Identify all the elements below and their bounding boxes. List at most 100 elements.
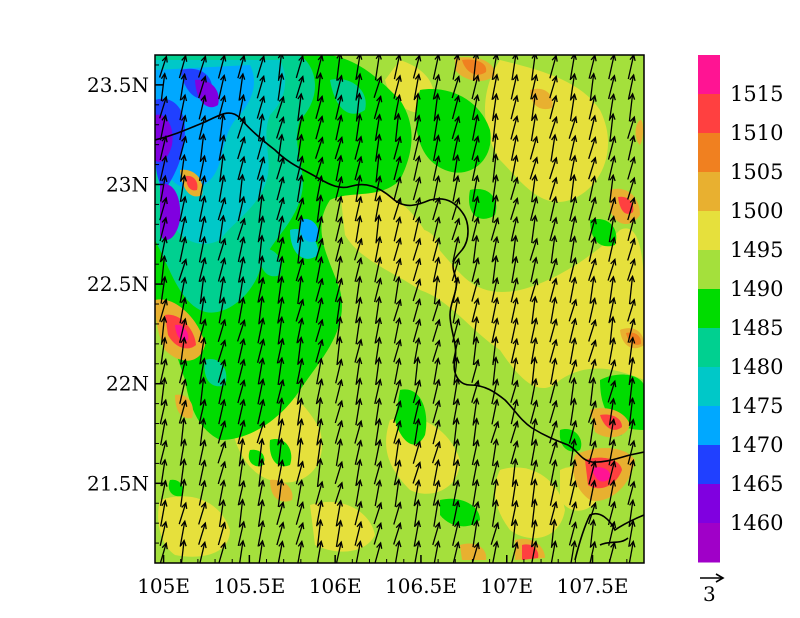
wind-vector [276,196,285,221]
wind-vector [414,92,421,122]
wind-vector [452,174,461,202]
wind-vector [432,236,441,262]
wind-vector [316,396,324,427]
wind-vector [354,195,363,222]
wind-vector [355,214,363,243]
wind-vector [296,155,305,181]
wind-vector [627,115,636,139]
wind-vector [510,296,519,323]
wind-vector [491,317,500,344]
wind-vector [159,541,168,563]
wind-vector [354,338,363,363]
wind-vector [472,397,480,426]
wind-vector [315,338,324,363]
wind-vector [529,237,539,261]
wind-vector [627,237,636,261]
wind-vector [335,114,344,141]
wind-vector [239,539,246,563]
wind-vector [472,234,480,264]
warm-spots [155,57,644,560]
wind-vector [607,500,617,526]
wind-vector [452,520,461,546]
wind-vector [276,459,285,486]
wind-vector [550,296,558,324]
wind-vector [237,419,246,445]
wind-vector [531,214,538,243]
wind-vector [297,234,304,264]
wind-vector [587,400,597,423]
wind-vector [607,459,617,485]
wind-vector [198,479,207,506]
wind-vector [608,438,617,466]
wind-vector [335,94,344,120]
x-tick-label: 106.5E [385,574,457,598]
wind-vector [354,520,363,546]
wind-vector [393,55,402,80]
wind-vector [589,275,597,304]
wind-vector [355,478,363,507]
wind-vector [432,196,441,221]
wind-vector [355,377,363,405]
wind-vector [510,94,519,120]
wind-vector [217,460,227,485]
wind-vector [218,275,226,304]
wind-vector [217,419,227,444]
wind-vector [531,295,538,325]
wind-vector [628,336,636,365]
wind-vector [510,73,519,100]
wind-vector [198,215,207,243]
wind-vector [511,55,519,81]
wind-vector [198,318,207,343]
wind-vector [315,156,324,180]
wind-vector [354,500,363,526]
wind-vector [158,55,168,78]
wind-vector [608,336,617,365]
wind-vector [472,315,480,345]
wind-vector [569,215,578,243]
wind-vector [472,519,480,548]
wind-vector [569,276,578,303]
wind-vector [549,459,558,486]
wind-vector [548,115,558,139]
wind-vector [510,276,519,303]
wind-vector [607,257,617,281]
wind-vector [217,440,227,464]
wind-vector [354,439,363,465]
wind-vector [549,378,558,404]
wind-vector [471,256,480,282]
wind-vector [627,73,636,100]
wind-vector [510,114,519,140]
wind-vector [451,115,461,140]
wind-vector [472,417,480,447]
wind-vector [432,479,441,506]
wind-vector [160,458,168,487]
wind-vector [159,134,168,161]
wind-vector [355,92,363,122]
wind-vector [608,417,616,446]
y-tick-label: 22.5N [87,272,149,296]
wind-vector [277,72,285,101]
wind-vector [550,518,558,548]
wind-vector [588,114,597,140]
wind-vector [160,254,168,284]
wind-vector [510,176,519,200]
wind-vector [628,356,636,386]
wind-vector [607,74,617,100]
wind-vector [277,397,285,426]
wind-vector [238,458,246,487]
wind-vector [374,397,382,426]
wind-vector [432,339,441,362]
wind-vector [334,399,344,424]
wind-vector [237,236,246,263]
wind-vector [237,155,246,181]
wind-vector [198,256,207,282]
wind-vector [374,256,383,283]
wind-vector [453,356,460,386]
wind-vector [199,376,207,406]
wind-vector [199,295,207,324]
wind-vector [198,154,207,182]
wind-vector [160,174,168,202]
wind-vector [569,479,578,506]
wind-vector [217,358,227,383]
colorbar-swatch [698,523,720,563]
